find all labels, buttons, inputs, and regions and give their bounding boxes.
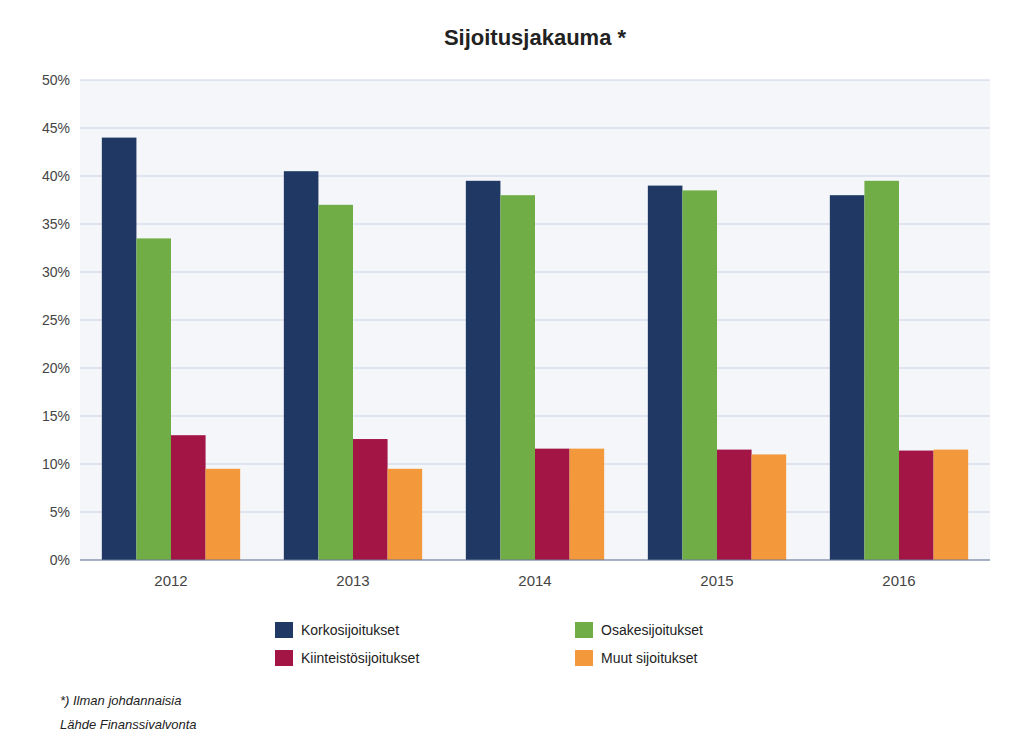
y-tick-label: 10% xyxy=(42,456,70,472)
legend-swatch xyxy=(575,622,593,638)
bar xyxy=(717,450,752,560)
bar xyxy=(752,454,787,560)
bar xyxy=(934,450,969,560)
x-axis-line xyxy=(80,560,990,561)
bar xyxy=(864,181,899,560)
x-axis: 2012 2013 2014 2015 2016 xyxy=(154,572,915,589)
legend-label: Korkosijoitukset xyxy=(301,622,399,638)
legend-label: Muut sijoitukset xyxy=(601,650,698,666)
y-tick-label: 30% xyxy=(42,264,70,280)
chart: Sijoitusjakauma * 0% 5% 10% 15% 20% 25% 30% 35% 4… xyxy=(0,0,1024,744)
grid-line xyxy=(80,560,990,561)
bar xyxy=(136,238,171,560)
footnote: *) Ilman johdannaisia xyxy=(60,693,181,708)
legend-label: Kiinteistösijoitukset xyxy=(301,650,419,666)
bar xyxy=(171,435,206,560)
x-tick-label: 2016 xyxy=(882,572,915,589)
title: Sijoitusjakauma * xyxy=(444,25,627,50)
bar xyxy=(682,190,717,560)
legend-swatch xyxy=(275,622,293,638)
grid-line xyxy=(80,80,990,81)
y-tick-label: 50% xyxy=(42,72,70,88)
legend-swatch xyxy=(275,650,293,666)
legend: Korkosijoitukset Osakesijoitukset Kiinteis… xyxy=(275,622,703,666)
bars xyxy=(102,138,968,560)
y-tick-label: 5% xyxy=(50,504,70,520)
bar xyxy=(466,181,501,560)
bar xyxy=(318,205,353,560)
bar xyxy=(206,469,241,560)
y-tick-label: 15% xyxy=(42,408,70,424)
y-tick-label: 40% xyxy=(42,168,70,184)
y-tick-label: 45% xyxy=(42,120,70,136)
y-tick-label: 20% xyxy=(42,360,70,376)
bar xyxy=(535,449,570,560)
bar xyxy=(353,439,388,560)
x-tick-label: 2013 xyxy=(336,572,369,589)
x-tick-label: 2012 xyxy=(154,572,187,589)
legend-swatch xyxy=(575,650,593,666)
footnote: Lähde Finanssivalvonta xyxy=(60,717,197,732)
legend-label: Osakesijoitukset xyxy=(601,622,703,638)
bar xyxy=(500,195,535,560)
grid-line xyxy=(80,128,990,129)
bar xyxy=(570,449,605,560)
grid-line xyxy=(80,176,990,177)
x-tick-label: 2015 xyxy=(700,572,733,589)
bar xyxy=(830,195,865,560)
y-axis: 0% 5% 10% 15% 20% 25% 30% 35% 40% 45% 50% xyxy=(42,72,990,568)
bar xyxy=(388,469,423,560)
bar xyxy=(102,138,137,560)
y-tick-label: 0% xyxy=(50,552,70,568)
bar xyxy=(899,451,934,560)
x-tick-label: 2014 xyxy=(518,572,551,589)
plot-area xyxy=(80,80,990,560)
bar xyxy=(284,171,319,560)
y-tick-label: 25% xyxy=(42,312,70,328)
y-tick-label: 35% xyxy=(42,216,70,232)
bar xyxy=(648,186,683,560)
